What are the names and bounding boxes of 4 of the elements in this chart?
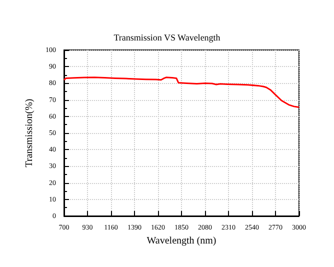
chart-title: Transmission VS Wavelength: [114, 32, 221, 42]
line-series: [63, 76, 300, 108]
x-axis-title: Wavelength (nm): [146, 235, 216, 246]
y-axis-title: Transmission(%): [24, 98, 36, 168]
